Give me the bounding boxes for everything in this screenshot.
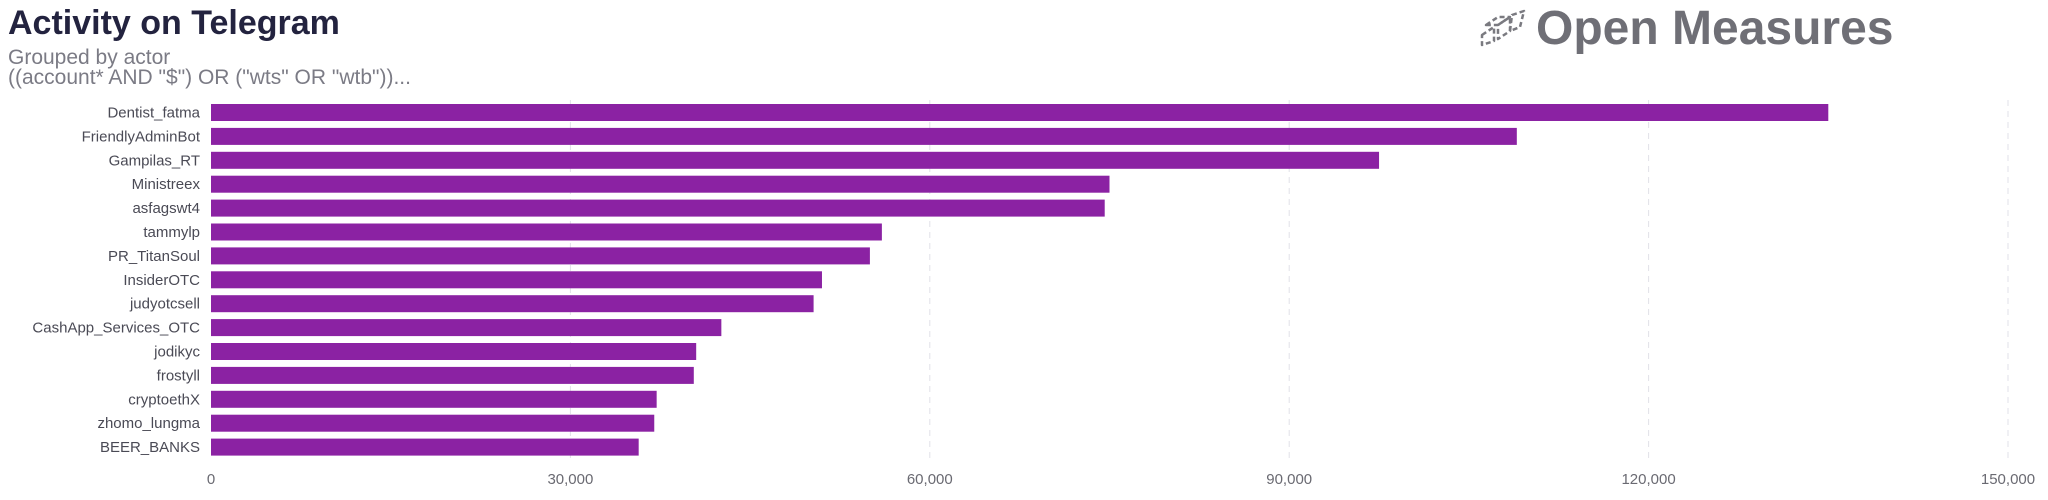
brand-logo: Open Measures [1480,1,1894,55]
bar[interactable] [211,271,822,289]
x-tick-label: 120,000 [1621,471,1675,488]
category-label: Dentist_fatma [107,105,200,122]
category-label: BEER_BANKS [100,439,200,456]
bar[interactable] [211,295,814,313]
category-label: cryptoethX [128,391,200,408]
bar[interactable] [211,343,697,360]
bar[interactable] [211,366,694,384]
category-label: Ministreex [132,176,201,193]
subtitle-query: ((account* AND "$") OR ("wts" OR "wtb"))… [8,66,411,89]
bar[interactable] [211,319,722,337]
x-tick-label: 30,000 [547,471,593,488]
bar[interactable] [211,199,1105,217]
x-tick-label: 90,000 [1266,471,1312,488]
x-tick-label: 150,000 [1981,471,2035,488]
brand-name: Open Measures [1536,1,1894,55]
x-tick-label: 0 [207,471,215,488]
category-label: FriendlyAdminBot [82,128,201,145]
category-label: InsiderOTC [123,272,200,289]
category-label: judyotcsell [129,296,200,313]
category-label: tammylp [143,224,200,241]
chart-subtitle: Grouped by actor ((account* AND "$") OR … [8,46,411,89]
category-label: Gampilas_RT [109,152,200,169]
subtitle-group-by: Grouped by actor [8,46,171,69]
bar[interactable] [211,175,1110,193]
bar[interactable] [211,104,1829,121]
category-labels: Dentist_fatma FriendlyAdminBot Gampilas_RT… [32,105,200,457]
bar[interactable] [211,151,1380,169]
category-label: CashApp_Services_OTC [32,320,200,337]
bar[interactable] [211,127,1517,145]
category-label: frostyll [157,367,200,384]
category-label: asfagswt4 [132,200,200,217]
bar[interactable] [211,247,870,265]
bars [211,104,1829,456]
chart-title: Activity on Telegram [8,4,340,42]
category-label: PR_TitanSoul [108,248,200,265]
bar[interactable] [211,223,882,241]
bar[interactable] [211,438,639,456]
category-label: jodikyc [153,344,200,361]
bar[interactable] [211,390,657,408]
open-measures-logo-icon [1480,9,1526,47]
category-label: zhomo_lungma [97,415,200,432]
x-tick-label: 60,000 [907,471,953,488]
bar[interactable] [211,414,655,432]
x-axis-ticks: 0 30,000 60,000 90,000 120,000 150,000 [207,471,2035,488]
